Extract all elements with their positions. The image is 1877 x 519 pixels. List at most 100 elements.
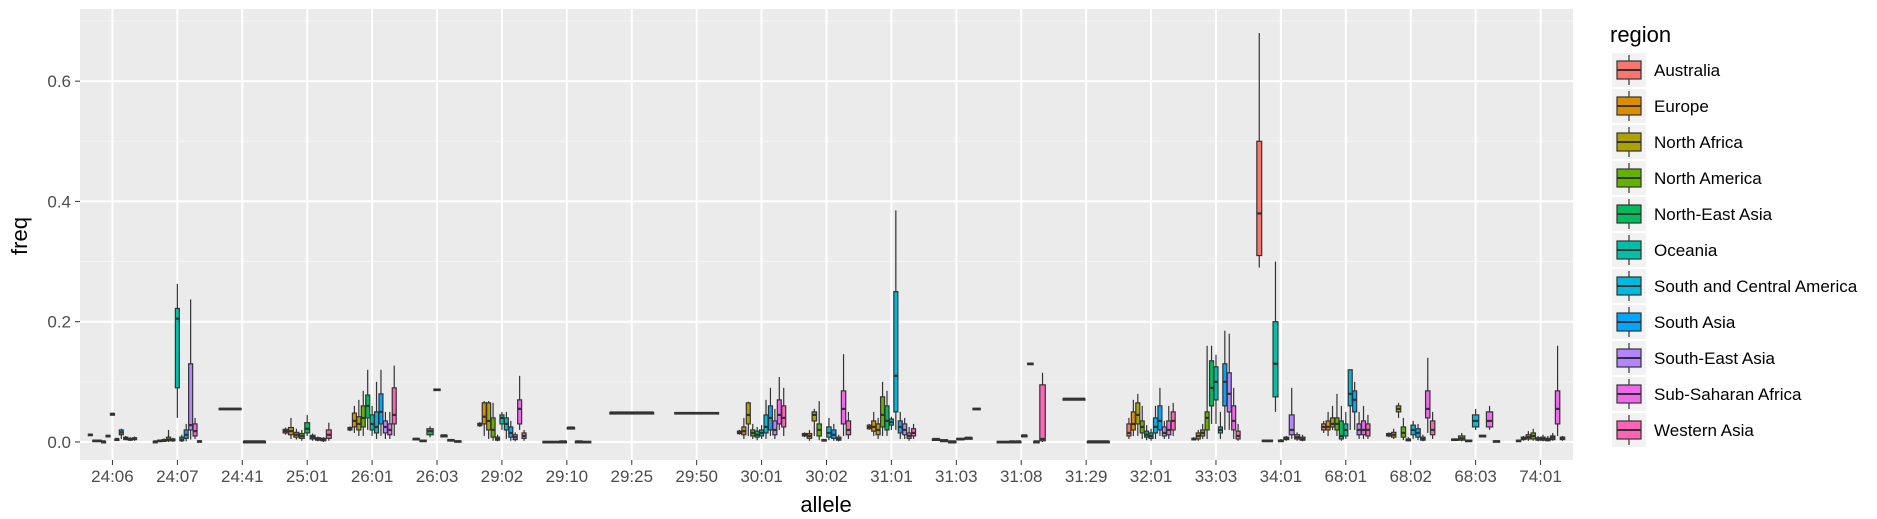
y-tick-label: 0.0 <box>47 433 71 452</box>
legend-label: Sub-Saharan Africa <box>1654 385 1802 404</box>
box-body <box>378 393 384 425</box>
x-tick-label: 24:07 <box>156 467 199 486</box>
box-74-01-australia <box>1515 439 1522 443</box>
legend-item-north-africa: North Africa <box>1612 125 1743 159</box>
box-26-03-north-america <box>419 439 427 443</box>
box-31-01-north-africa <box>875 417 881 439</box>
box-68-03-sub-saharan-africa <box>1485 405 1494 430</box>
box-24-07-south-east-asia <box>188 299 194 440</box>
legend-label: North America <box>1654 169 1762 188</box>
legend-label: South-East Asia <box>1654 349 1776 368</box>
legend-item-south-east-asia: South-East Asia <box>1612 341 1776 375</box>
box-32-01-south-east-asia <box>1161 420 1167 439</box>
box-body <box>884 405 890 431</box>
box-body <box>373 411 380 434</box>
box-34-01-north-east-asia <box>1267 439 1274 443</box>
box-30-02-western-asia <box>845 411 852 439</box>
box-31-08-south-asia <box>1020 434 1028 438</box>
x-tick-label: 30:01 <box>740 467 783 486</box>
box-31-03-north-east-asia <box>948 440 957 444</box>
box-body <box>879 396 886 428</box>
box-24-06-north-america <box>101 440 107 444</box>
box-body <box>1485 411 1494 428</box>
x-tick-label: 29:10 <box>546 467 589 486</box>
box-26-01-sub-saharan-africa <box>387 411 393 439</box>
box-24-07-south-and-central-america <box>179 434 185 442</box>
box-body <box>1213 366 1219 401</box>
box-24-06-north-africa <box>96 439 102 443</box>
box-31-01-australia <box>866 423 872 430</box>
box-29-02-south-asia <box>508 420 514 441</box>
box-body <box>499 414 505 425</box>
box-33-03-north-america <box>1204 345 1210 439</box>
legend-item-north-east-asia: North-East Asia <box>1612 197 1773 231</box>
box-body <box>1347 369 1353 407</box>
box-24-06-south-and-central-america <box>114 437 120 442</box>
box-68-03-north-america <box>1457 432 1466 442</box>
box-body <box>1329 417 1336 428</box>
box-31-03-north-africa <box>931 437 941 442</box>
box-32-01-north-east-asia <box>1144 425 1150 441</box>
box-29-02-north-east-asia <box>494 434 501 442</box>
box-24-06-oceania <box>109 412 116 416</box>
x-tick-label: 31:29 <box>1065 467 1108 486</box>
box-24-06-south-east-asia <box>123 435 129 441</box>
box-body <box>1135 402 1141 425</box>
box-31-29-south-east-asia <box>1062 397 1086 401</box>
box-body <box>1429 420 1436 436</box>
box-31-08-south-and-central-america <box>1014 440 1022 444</box>
box-29-10-sub-saharan-africa <box>574 440 584 444</box>
box-34-01-western-asia <box>1299 434 1306 442</box>
box-32-01-north-america <box>1139 405 1145 439</box>
legend-item-western-asia: Western Asia <box>1612 413 1754 447</box>
legend-item-north-america: North America <box>1612 161 1762 195</box>
box-body <box>192 423 198 437</box>
box-29-25-australia <box>609 411 655 415</box>
box-31-29-western-asia <box>1086 440 1110 444</box>
x-tick-label: 31:08 <box>1000 467 1043 486</box>
box-26-03-sub-saharan-africa <box>447 438 455 442</box>
box-body <box>360 405 366 428</box>
box-26-03-north-east-asia <box>426 426 434 438</box>
y-tick-label: 0.4 <box>47 192 71 211</box>
legend-item-oceania: Oceania <box>1612 233 1718 267</box>
legend-label: Australia <box>1654 61 1721 80</box>
box-30-02-australia <box>801 432 808 438</box>
box-25-01-north-east-asia <box>304 414 311 436</box>
box-24-41-south-east-asia <box>218 407 242 411</box>
box-30-02-south-east-asia <box>835 434 842 442</box>
box-body <box>1360 420 1367 436</box>
box-29-02-south-and-central-america <box>503 411 509 439</box>
box-body <box>893 291 899 413</box>
box-29-02-sub-saharan-africa <box>517 375 523 430</box>
box-body <box>369 414 375 431</box>
box-34-01-oceania <box>1272 261 1279 412</box>
box-68-03-south-and-central-america <box>1471 408 1480 430</box>
box-body <box>486 402 492 431</box>
box-68-02-australia <box>1386 432 1392 438</box>
x-tick-label: 68:02 <box>1389 467 1432 486</box>
box-30-02-north-africa <box>811 408 818 436</box>
box-25-01-western-asia <box>325 422 332 441</box>
box-body <box>1256 140 1263 257</box>
box-29-10-south-and-central-america <box>558 440 568 444</box>
box-29-02-north-africa <box>486 401 492 439</box>
box-34-01-south-and-central-america <box>1277 438 1284 443</box>
box-31-01-north-east-asia <box>884 390 890 436</box>
box-25-01-europe <box>287 417 295 439</box>
box-31-03-south-and-central-america <box>956 437 965 441</box>
x-axis: 24:06 24:07 24:41 25:01 26:01 26:03 29:02 29:10… <box>91 460 1562 486</box>
box-33-03-western-asia <box>1235 423 1241 441</box>
box-24-06-europe <box>92 439 98 443</box>
box-29-02-western-asia <box>521 429 527 441</box>
box-32-01-oceania <box>1148 428 1154 441</box>
x-tick-label: 24:41 <box>221 467 264 486</box>
y-axis: 0.0 0.2 0.4 0.6 <box>47 72 80 452</box>
box-29-02-australia <box>477 422 483 427</box>
box-30-01-south-asia <box>767 387 774 436</box>
box-34-01-south-asia <box>1283 435 1290 441</box>
box-26-01-north-east-asia <box>365 369 371 430</box>
box-30-02-europe <box>806 429 813 441</box>
box-body <box>745 402 751 425</box>
